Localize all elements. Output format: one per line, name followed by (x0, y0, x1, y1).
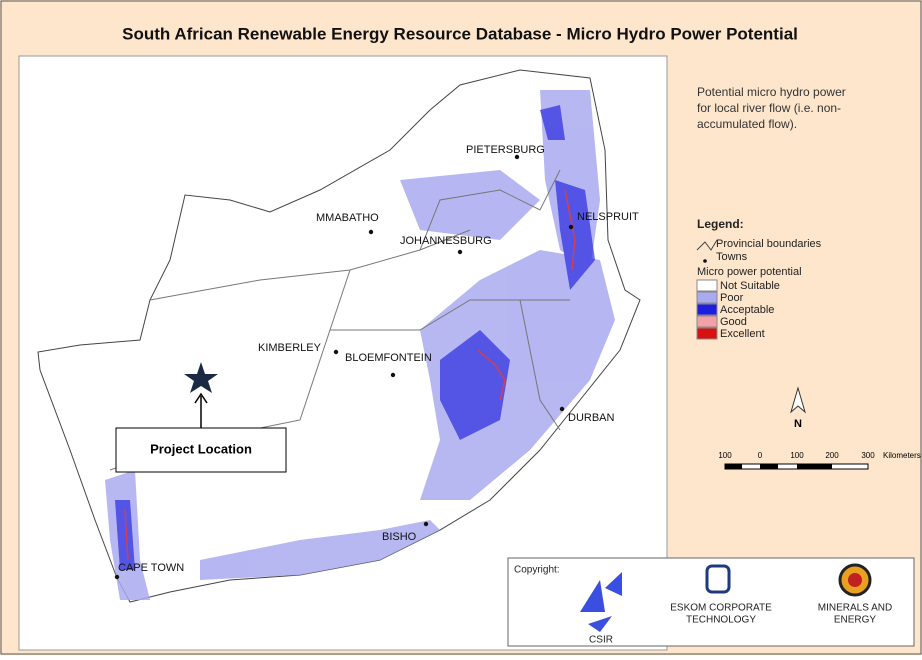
scale-bar-segment (725, 464, 742, 469)
logo-label: TECHNOLOGY (686, 615, 756, 626)
legend-swatch (697, 304, 717, 315)
town-dot (391, 373, 395, 377)
town-dot (569, 225, 573, 229)
town-symbol (703, 259, 707, 263)
logo-label: MINERALS AND (818, 603, 892, 614)
title: South African Renewable Energy Resource … (122, 24, 798, 43)
town-dot (115, 575, 119, 579)
scale-unit: Kilometers (883, 451, 921, 460)
legend-subtitle: Micro power potential (697, 266, 802, 278)
annotation-label: Project Location (150, 441, 252, 456)
legend-swatch (697, 280, 717, 291)
scale-label: 300 (861, 451, 875, 460)
legend-label: Acceptable (720, 304, 774, 316)
scale-label: 100 (718, 451, 732, 460)
legend-label: Not Suitable (720, 280, 780, 292)
logo-label: ESKOM CORPORATE (670, 603, 772, 614)
description-line: accumulated flow). (697, 117, 797, 131)
logo-label: ENERGY (834, 615, 877, 626)
town-label: DURBAN (568, 412, 615, 424)
legend-title: Legend: (697, 217, 744, 231)
town-dot (458, 250, 462, 254)
town-dot (334, 350, 338, 354)
scale-label: 100 (790, 451, 804, 460)
minerals-logo-center (848, 573, 862, 587)
legend-label: Poor (720, 292, 744, 304)
scale-bar-base (725, 464, 868, 469)
description-line: Potential micro hydro power (697, 85, 846, 99)
town-dot (369, 230, 373, 234)
town-label: KIMBERLEY (258, 342, 322, 354)
north-label: N (794, 418, 802, 430)
town-label: JOHANNESBURG (400, 235, 492, 247)
town-label: MMABATHO (316, 212, 379, 224)
scale-label: 0 (758, 451, 763, 460)
legend-swatch (697, 316, 717, 327)
town-label: BISHO (382, 531, 417, 543)
page: {"header": {"title": "South African Rene… (0, 0, 922, 655)
town-dot (560, 407, 564, 411)
town-label: NELSPRUIT (577, 211, 639, 223)
town-label: PIETERSBURG (466, 144, 545, 156)
description-line: for local river flow (i.e. non- (697, 101, 841, 115)
scale-label: 200 (825, 451, 839, 460)
logo-label: CSIR (589, 635, 613, 646)
legend-swatch (697, 328, 717, 339)
town-label: CAPE TOWN (118, 562, 184, 574)
copyright-label: Copyright: (514, 565, 560, 576)
map-figure: South African Renewable Energy Resource … (0, 0, 922, 655)
scale-bar-segment (760, 464, 778, 469)
scale-bar-segment (797, 464, 832, 469)
town-label: BLOEMFONTEIN (345, 352, 432, 364)
legend-label: Good (720, 316, 747, 328)
legend-label: Excellent (720, 328, 765, 340)
legend-symbol-label: Towns (716, 251, 748, 263)
legend-swatch (697, 292, 717, 303)
town-dot (424, 522, 428, 526)
legend-symbol-label: Provincial boundaries (716, 238, 822, 250)
